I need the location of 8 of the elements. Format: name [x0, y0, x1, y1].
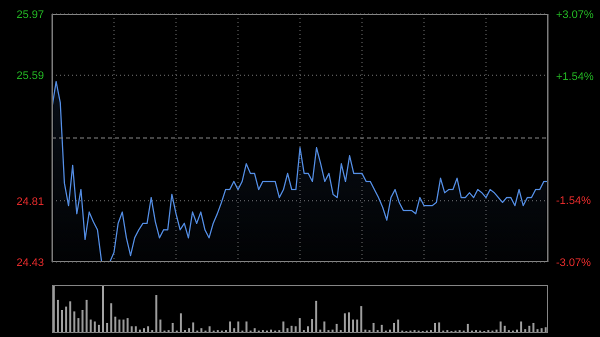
y-tick-label: 24.43	[16, 257, 44, 269]
y2-tick-label: -3.07%	[556, 257, 592, 269]
y-tick-label: 25.97	[16, 9, 44, 21]
y2-tick-label: +1.54%	[556, 70, 594, 83]
y-tick-label: 24.81	[16, 196, 44, 208]
y-tick-label: 25.59	[16, 70, 44, 82]
y2-tick-label: -1.54%	[556, 195, 592, 208]
y2-tick-label: +3.07%	[556, 9, 594, 21]
